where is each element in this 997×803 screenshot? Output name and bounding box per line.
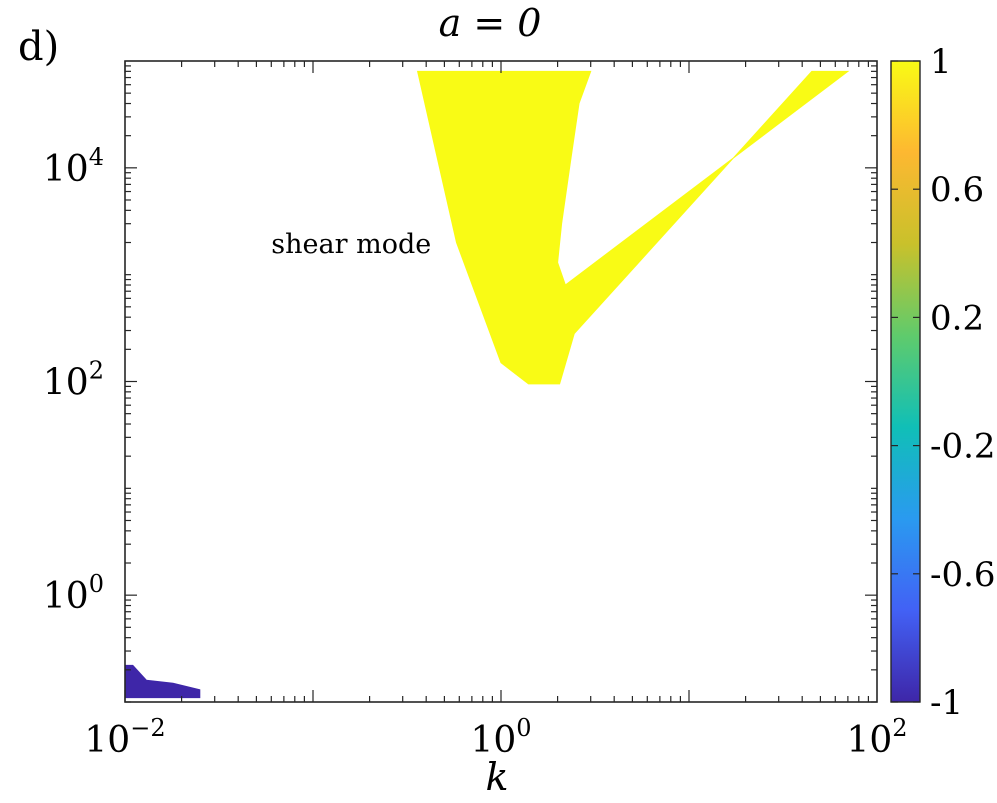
x-tick-label: 102	[846, 714, 907, 761]
minor-ticks	[125, 61, 877, 703]
x-tick-label: 10−2	[84, 714, 165, 761]
colorbar-tick-label: 0.2	[930, 298, 984, 338]
panel-label: d)	[18, 24, 59, 70]
colorbar-tick-label: -0.6	[930, 555, 996, 595]
annotation-text: shear mode	[271, 229, 431, 260]
data-regions	[125, 70, 850, 699]
colorbar-ticks: 1 0.6 0.2 -0.2 -0.6 -1	[891, 42, 996, 723]
colorbar-tick-label: 1	[930, 42, 952, 82]
colorbar-tick-label: -1	[930, 683, 963, 723]
colorbar-tick-label: 0.6	[930, 170, 984, 210]
colorbar-tick-label: -0.2	[930, 427, 996, 467]
region-value-pos-0	[416, 70, 850, 385]
y-tick-label: 100	[43, 570, 104, 617]
y-tick-labels: 100 102 104	[43, 143, 104, 617]
x-tick-labels: 10−2 100 102	[84, 714, 907, 761]
region-value-neg-1	[125, 664, 201, 699]
y-tick-label: 102	[43, 357, 104, 404]
annotations: shear mode	[271, 229, 431, 260]
colorbar	[890, 60, 921, 703]
x-axis-label: k	[485, 755, 508, 799]
x-tick-label: 100	[470, 714, 531, 761]
plot-frame	[124, 60, 878, 703]
y-tick-label: 104	[43, 143, 104, 190]
chart-title: a = 0	[439, 1, 542, 45]
